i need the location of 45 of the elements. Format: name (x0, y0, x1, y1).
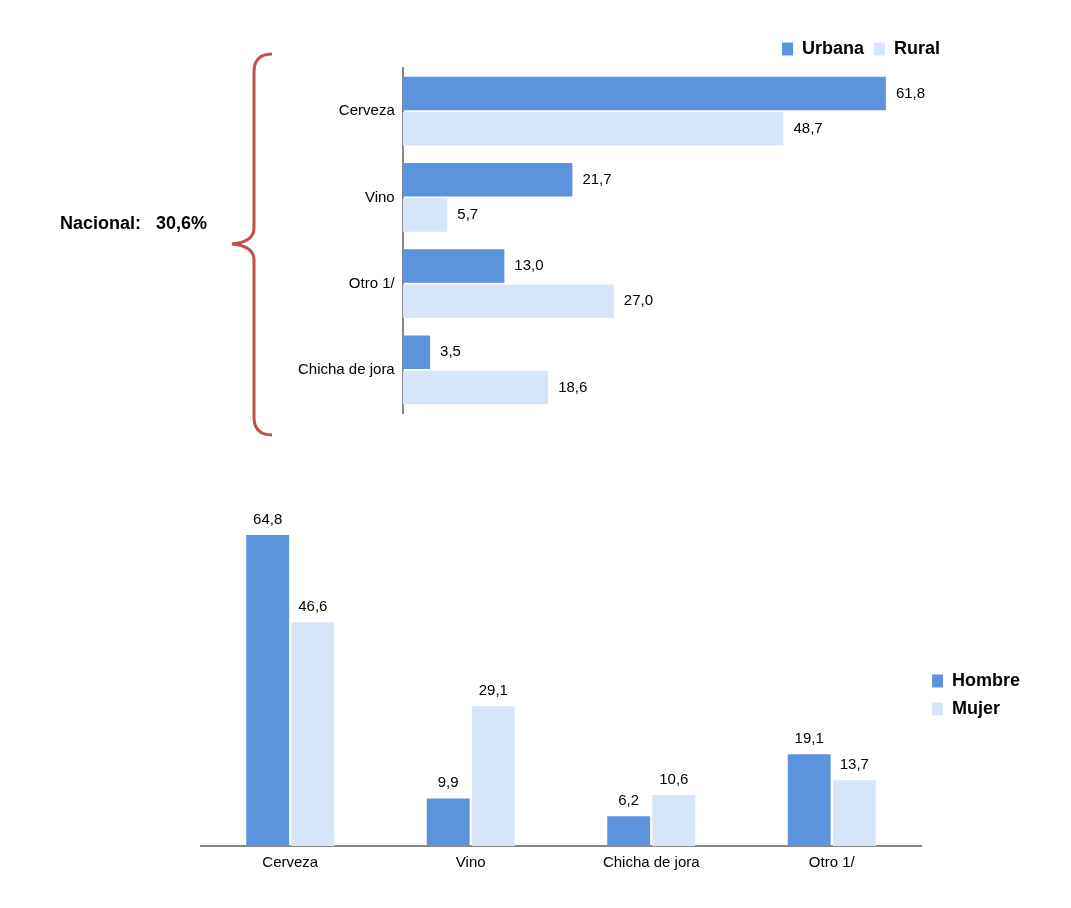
bar (402, 249, 505, 283)
bar (402, 198, 448, 232)
bar (291, 622, 335, 846)
bar (787, 754, 831, 846)
bar (652, 795, 696, 846)
data-label: 19,1 (794, 728, 824, 746)
bar (402, 335, 431, 369)
data-label: 9,9 (437, 773, 459, 791)
data-label: 48,7 (793, 118, 823, 136)
x-tick-label: Cerveza (262, 853, 319, 871)
y-tick-label: Vino (364, 187, 395, 205)
data-label: 61,8 (895, 83, 926, 101)
bar (402, 76, 886, 111)
legend-label: Urbana (801, 37, 865, 58)
data-label: 3,5 (440, 342, 461, 360)
legend-label: Rural (893, 37, 940, 58)
data-label: 27,0 (623, 291, 654, 309)
bar (426, 798, 470, 846)
bar (471, 706, 515, 846)
y-tick-label: Chicha de jora (297, 360, 396, 378)
x-tick-label: Vino (455, 853, 486, 871)
data-label: 6,2 (618, 790, 640, 808)
bar (402, 284, 614, 319)
data-label: 18,6 (558, 377, 588, 395)
data-label: 21,7 (582, 169, 612, 187)
bar (246, 534, 290, 846)
data-label: 10,6 (659, 769, 689, 787)
x-tick-label: Otro 1/ (808, 853, 856, 871)
data-label: 5,7 (457, 205, 479, 223)
legend-label: Mujer (951, 697, 1001, 718)
data-label: 64,8 (253, 509, 283, 527)
data-label: 13,7 (839, 754, 869, 772)
legend-label: Hombre (951, 669, 1021, 690)
bar (832, 780, 876, 846)
y-tick-label: Cerveza (338, 101, 396, 119)
text: Nacional: 30,6% (60, 213, 208, 234)
bar (607, 816, 651, 846)
data-label: 46,6 (298, 596, 328, 614)
x-tick-label: Chicha de jora (602, 853, 701, 871)
bar (402, 112, 784, 146)
y-tick-label: Otro 1/ (348, 273, 396, 291)
bar (402, 162, 573, 197)
bar (402, 370, 549, 405)
data-label: 13,0 (514, 256, 544, 274)
data-label: 29,1 (478, 680, 508, 698)
